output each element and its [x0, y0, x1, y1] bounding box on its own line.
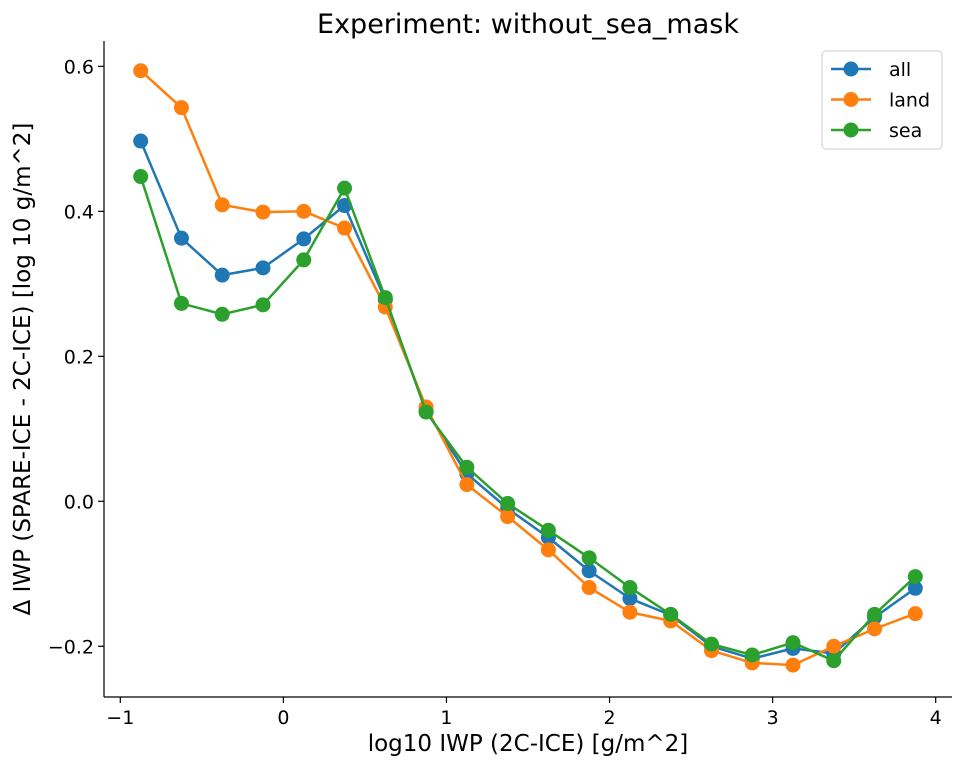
y-axis-label: Δ IWP (SPARE-ICE - 2C-ICE) [log 10 g/m^2… — [10, 123, 36, 616]
legend-label-sea: sea — [889, 120, 922, 142]
data-point-all — [255, 260, 271, 276]
data-point-land — [867, 621, 883, 637]
legend-label-land: land — [889, 90, 930, 112]
series-line-sea — [139, 176, 917, 663]
data-point-sea — [255, 297, 271, 313]
chart-title: Experiment: without_sea_mask — [317, 9, 739, 40]
y-tick-label: −0.2 — [48, 636, 94, 658]
x-tick-label: 0 — [277, 707, 289, 729]
x-axis-label: log10 IWP (2C-ICE) [g/m^2] — [368, 731, 689, 757]
x-ticks: −1 0 1 2 3 4 — [106, 697, 942, 729]
data-point-land — [459, 477, 475, 493]
data-point-sea — [663, 606, 679, 622]
data-point-land — [173, 100, 189, 116]
data-point-sea — [418, 404, 434, 420]
legend-marker-land — [843, 92, 859, 107]
data-point-sea — [581, 550, 597, 566]
data-point-sea — [337, 180, 353, 196]
y-tick-label: 0.2 — [64, 346, 94, 368]
data-point-sea — [173, 295, 189, 311]
data-point-all — [622, 590, 638, 606]
legend-marker-sea — [843, 122, 859, 138]
legend-marker-all — [843, 61, 859, 77]
y-tick-label: 0.4 — [64, 201, 94, 223]
data-point-land — [296, 203, 312, 219]
data-point-all — [173, 230, 189, 246]
data-point-sea — [540, 522, 556, 538]
data-point-land — [540, 542, 556, 558]
series-line-land — [139, 69, 916, 667]
data-point-land — [785, 657, 801, 673]
data-point-land — [500, 509, 516, 525]
x-tick-label: 3 — [767, 707, 779, 729]
data-point-sea — [907, 569, 923, 585]
data-point-land — [826, 638, 842, 654]
x-tick-label: 2 — [603, 707, 615, 729]
data-point-sea — [133, 169, 149, 185]
data-point-all — [581, 563, 597, 579]
data-point-all — [214, 267, 230, 283]
data-point-land — [622, 604, 638, 620]
data-point-sea — [459, 459, 475, 475]
y-tick-label: 0.0 — [64, 491, 94, 513]
series-sea — [133, 169, 923, 669]
data-point-sea — [296, 252, 312, 268]
data-point-land — [337, 220, 353, 236]
x-tick-label: −1 — [106, 707, 134, 729]
series-line-all — [139, 140, 917, 660]
data-point-sea — [500, 495, 516, 511]
data-point-sea — [377, 290, 393, 306]
x-tick-label: 1 — [440, 707, 452, 729]
data-point-sea — [214, 306, 230, 322]
legend-label-all: all — [889, 59, 911, 81]
data-point-sea — [703, 636, 719, 652]
data-point-sea — [744, 647, 760, 663]
series-layer — [133, 63, 923, 673]
data-point-sea — [622, 580, 638, 596]
data-point-land — [255, 204, 271, 220]
data-point-all — [296, 231, 312, 247]
data-point-all — [133, 133, 149, 149]
data-point-all — [907, 580, 923, 596]
series-land — [133, 63, 923, 673]
axes — [103, 41, 952, 698]
data-point-land — [214, 197, 230, 213]
data-point-land — [907, 606, 923, 622]
x-tick-label: 4 — [930, 707, 942, 729]
legend: all land sea — [821, 50, 943, 150]
data-point-sea — [867, 606, 883, 622]
data-point-land — [133, 63, 149, 79]
data-point-land — [581, 580, 597, 596]
y-ticks: −0.2 0.0 0.2 0.4 0.6 — [48, 56, 104, 658]
data-point-sea — [785, 635, 801, 651]
data-point-sea — [826, 653, 842, 669]
y-tick-label: 0.6 — [64, 56, 94, 78]
series-all — [133, 133, 923, 667]
